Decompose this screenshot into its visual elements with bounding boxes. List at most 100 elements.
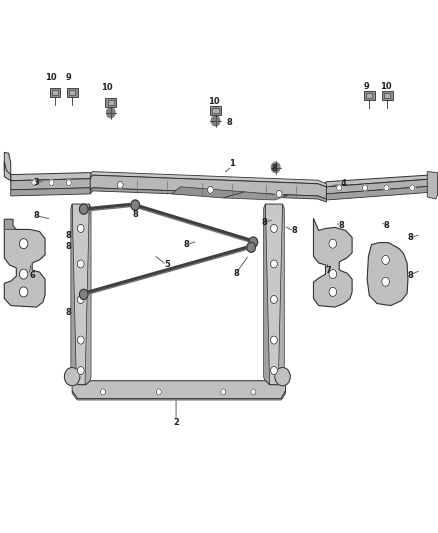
Text: 4: 4 — [341, 179, 346, 188]
Text: 10: 10 — [208, 97, 220, 106]
Text: 7: 7 — [325, 265, 332, 274]
Circle shape — [77, 224, 84, 232]
Circle shape — [271, 260, 277, 268]
Text: 8: 8 — [132, 209, 138, 219]
Circle shape — [106, 108, 115, 118]
Text: 2: 2 — [173, 418, 179, 427]
Circle shape — [79, 289, 88, 300]
Circle shape — [410, 185, 415, 191]
Polygon shape — [72, 204, 89, 385]
Circle shape — [272, 163, 280, 173]
Polygon shape — [4, 219, 16, 229]
Bar — [382, 91, 393, 100]
Polygon shape — [71, 204, 77, 385]
Circle shape — [100, 389, 106, 395]
Text: 8: 8 — [66, 308, 71, 317]
Circle shape — [32, 180, 37, 186]
Text: 8: 8 — [291, 227, 297, 236]
Text: 8: 8 — [184, 240, 190, 249]
Text: 10: 10 — [101, 83, 112, 92]
Text: 9: 9 — [66, 73, 71, 82]
Circle shape — [271, 336, 277, 344]
Circle shape — [211, 116, 220, 126]
Circle shape — [131, 200, 140, 210]
Circle shape — [382, 277, 389, 286]
Text: 8: 8 — [261, 218, 267, 227]
Circle shape — [247, 242, 255, 252]
Polygon shape — [85, 204, 91, 385]
Circle shape — [271, 295, 277, 304]
Bar — [67, 88, 78, 97]
Bar — [49, 88, 60, 97]
Circle shape — [156, 389, 162, 395]
Circle shape — [19, 269, 28, 279]
Bar — [366, 93, 372, 98]
Circle shape — [79, 204, 88, 214]
Polygon shape — [90, 172, 326, 187]
Text: 8: 8 — [227, 118, 233, 127]
Circle shape — [384, 185, 389, 191]
Polygon shape — [4, 219, 45, 307]
Circle shape — [329, 270, 337, 279]
Circle shape — [66, 180, 71, 186]
Text: 8: 8 — [339, 221, 344, 230]
Polygon shape — [427, 172, 438, 199]
Text: 8: 8 — [34, 211, 39, 220]
Circle shape — [271, 224, 277, 232]
Polygon shape — [11, 188, 92, 196]
Text: 3: 3 — [34, 178, 39, 187]
Circle shape — [276, 190, 282, 197]
Bar — [384, 93, 390, 98]
Bar — [69, 90, 75, 95]
Circle shape — [271, 367, 277, 375]
Polygon shape — [278, 204, 284, 385]
Text: 8: 8 — [233, 269, 239, 278]
Text: 8: 8 — [407, 271, 413, 280]
Circle shape — [117, 181, 123, 188]
Bar — [364, 91, 374, 100]
Polygon shape — [11, 179, 92, 190]
Bar — [106, 98, 116, 107]
Circle shape — [77, 260, 84, 268]
Circle shape — [77, 336, 84, 344]
Polygon shape — [324, 186, 436, 200]
Polygon shape — [72, 391, 286, 400]
Polygon shape — [223, 192, 288, 200]
Polygon shape — [172, 187, 245, 198]
Polygon shape — [4, 161, 11, 181]
Text: 8: 8 — [66, 231, 71, 240]
Circle shape — [382, 255, 389, 264]
Polygon shape — [11, 173, 92, 181]
Text: 1: 1 — [229, 159, 235, 168]
Polygon shape — [324, 179, 436, 194]
Polygon shape — [90, 188, 326, 202]
Text: 10: 10 — [45, 73, 57, 82]
Circle shape — [221, 389, 226, 395]
Polygon shape — [367, 243, 408, 305]
Text: 9: 9 — [364, 82, 369, 91]
Circle shape — [275, 368, 290, 386]
Text: 8: 8 — [384, 221, 389, 230]
Polygon shape — [90, 175, 326, 199]
Circle shape — [362, 185, 367, 191]
Polygon shape — [265, 204, 283, 385]
Circle shape — [329, 239, 337, 248]
Text: 8: 8 — [271, 164, 277, 173]
Circle shape — [19, 287, 28, 297]
Circle shape — [329, 287, 337, 296]
Polygon shape — [72, 381, 286, 399]
Circle shape — [337, 185, 342, 191]
Text: 8: 8 — [407, 233, 413, 242]
Polygon shape — [4, 152, 11, 175]
Circle shape — [249, 237, 258, 247]
Text: 5: 5 — [165, 261, 170, 270]
Circle shape — [208, 187, 213, 193]
Bar — [210, 106, 221, 115]
Bar — [52, 90, 58, 95]
Text: 8: 8 — [66, 241, 71, 251]
Circle shape — [77, 367, 84, 375]
Text: 10: 10 — [380, 82, 392, 91]
Bar — [108, 100, 114, 106]
Polygon shape — [264, 204, 270, 385]
Polygon shape — [324, 175, 436, 187]
